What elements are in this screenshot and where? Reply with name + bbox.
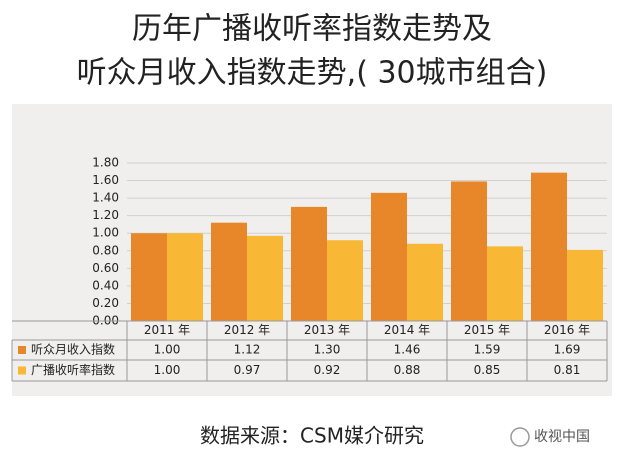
table-cell: 0.88 <box>394 363 421 377</box>
x-tick-label: 2012 年 <box>224 323 270 337</box>
legend-label: 广播收听率指数 <box>31 362 115 377</box>
x-tick-label: 2013 年 <box>304 323 350 337</box>
table-cell: 1.30 <box>314 343 341 357</box>
table-cell: 1.00 <box>154 343 181 357</box>
y-tick-label: 1.40 <box>92 191 119 205</box>
legend-swatch <box>18 366 26 375</box>
watermark: 收视中国 <box>534 429 590 445</box>
y-tick-label: 1.80 <box>92 156 119 170</box>
table-cell: 0.81 <box>554 363 581 377</box>
chart-title: 历年广播收听率指数走势及 <box>132 12 492 47</box>
bar <box>327 240 363 321</box>
bar <box>371 192 407 321</box>
bar <box>291 206 327 321</box>
table-cell: 1.46 <box>394 343 421 357</box>
y-tick-label: 0.60 <box>92 261 119 275</box>
bar <box>247 235 283 321</box>
y-tick-label: 0.20 <box>92 296 119 310</box>
bar <box>407 243 443 321</box>
y-tick-label: 0.40 <box>92 278 119 292</box>
legend-swatch <box>18 346 26 354</box>
x-tick-label: 2016 年 <box>544 323 590 337</box>
y-tick-label: 1.60 <box>92 173 119 187</box>
bar <box>531 172 567 321</box>
y-tick-label: 1.00 <box>92 226 119 240</box>
table-cell: 0.85 <box>474 363 501 377</box>
bar <box>131 233 167 321</box>
chart-subtitle: 听众月收入指数走势,( 30城市组合) <box>77 56 548 91</box>
table-cell: 0.97 <box>234 363 261 377</box>
x-tick-label: 2015 年 <box>464 323 510 337</box>
bar <box>211 222 247 321</box>
table-cell: 1.59 <box>474 343 501 357</box>
y-tick-label: 1.20 <box>92 208 119 222</box>
x-tick-label: 2011 年 <box>144 323 190 337</box>
bar <box>487 246 523 321</box>
table-cell: 1.69 <box>554 343 581 357</box>
source: 数据来源：CSM媒介研究 <box>200 424 424 448</box>
bar <box>451 181 487 321</box>
table-cell: 1.12 <box>234 343 261 357</box>
y-tick-label: 0.80 <box>92 243 119 257</box>
bar <box>567 249 603 321</box>
table-cell: 1.00 <box>154 363 181 377</box>
watermark-icon <box>510 427 530 447</box>
bar <box>167 233 203 321</box>
table-cell: 0.92 <box>314 363 341 377</box>
legend-label: 听众月收入指数 <box>31 342 115 357</box>
x-tick-label: 2014 年 <box>384 323 430 337</box>
